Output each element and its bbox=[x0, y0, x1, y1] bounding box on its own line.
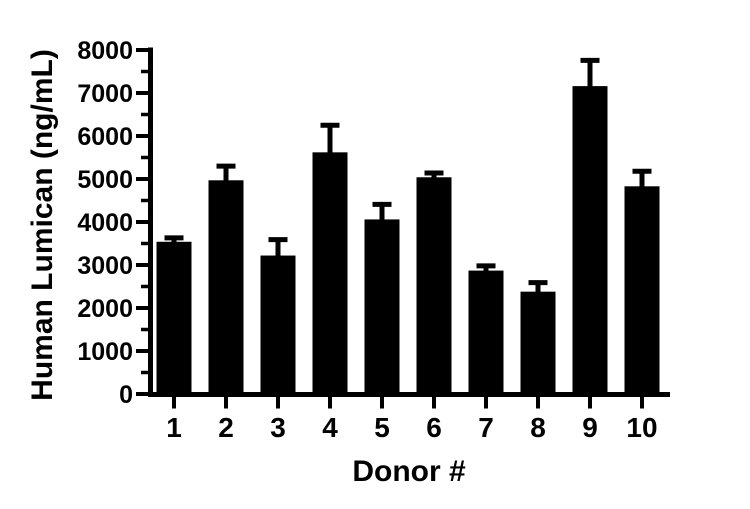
x-axis-title: Donor # bbox=[352, 455, 466, 488]
x-tick-label: 4 bbox=[322, 412, 338, 443]
y-tick-label: 1000 bbox=[77, 338, 133, 366]
y-tick-label: 0 bbox=[119, 381, 133, 409]
x-tick-label: 7 bbox=[478, 412, 494, 443]
y-tick-label: 5000 bbox=[77, 166, 133, 194]
bar-donor-1 bbox=[156, 241, 192, 397]
x-tick-label: 3 bbox=[270, 412, 286, 443]
y-tick-label: 7000 bbox=[77, 80, 133, 108]
y-axis-title: Human Lumican (ng/mL) bbox=[26, 49, 59, 401]
bar-series: 1 2 3 4 5 6 7 8 9 10 bbox=[156, 57, 660, 443]
bar-donor-7 bbox=[468, 270, 504, 397]
bar-donor-8 bbox=[520, 291, 556, 397]
y-tick-label: 6000 bbox=[77, 123, 133, 151]
y-tick-label: 4000 bbox=[77, 209, 133, 237]
x-tick-label: 2 bbox=[218, 412, 234, 443]
bar-donor-5 bbox=[364, 219, 400, 397]
bar-donor-4 bbox=[312, 152, 348, 397]
x-tick-label: 10 bbox=[626, 412, 657, 443]
y-tick-label: 3000 bbox=[77, 252, 133, 280]
x-tick-label: 5 bbox=[374, 412, 390, 443]
x-tick-label: 9 bbox=[582, 412, 598, 443]
bar-donor-10 bbox=[624, 186, 660, 397]
x-tick-label: 1 bbox=[166, 412, 182, 443]
y-tick-label: 2000 bbox=[77, 295, 133, 323]
y-tick-label: 8000 bbox=[77, 37, 133, 65]
x-tick-label: 6 bbox=[426, 412, 442, 443]
bar-donor-9 bbox=[572, 86, 608, 397]
bar-donor-6 bbox=[416, 177, 452, 397]
x-tick-label: 8 bbox=[530, 412, 546, 443]
bar-donor-3 bbox=[260, 255, 296, 397]
bar-donor-2 bbox=[208, 180, 244, 397]
